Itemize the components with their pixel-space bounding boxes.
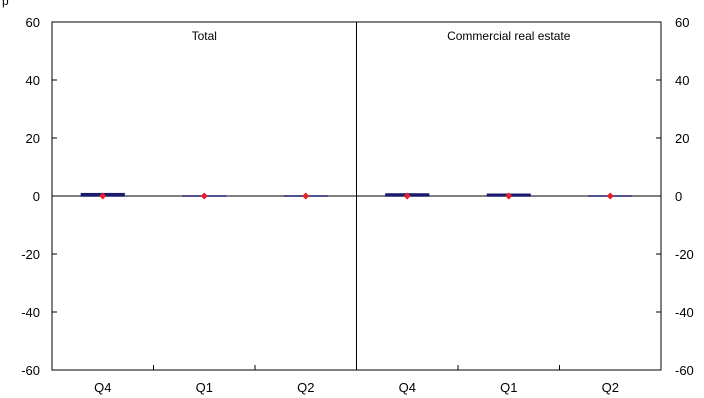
y-tick-label-right: -60 — [675, 363, 694, 378]
y-tick-label-left: -60 — [21, 363, 40, 378]
y-tick-label-left: -40 — [21, 305, 40, 320]
y-tick-label-right: 40 — [675, 73, 689, 88]
y-tick-label-right: 60 — [675, 15, 689, 30]
panel-title: Commercial real estate — [447, 29, 571, 43]
y-tick-label-left: 20 — [26, 131, 40, 146]
marker-point — [99, 192, 107, 200]
x-tick-label: Q2 — [297, 380, 314, 395]
zero-line-group — [52, 22, 661, 370]
x-tick-label: Q4 — [94, 380, 111, 395]
x-tick-label: Q1 — [196, 380, 213, 395]
y-tick-label-left: -20 — [21, 247, 40, 262]
marker-point — [606, 192, 614, 200]
y-tick-label-left: 60 — [26, 15, 40, 30]
clipped-header-text: p — [2, 0, 9, 8]
y-tick-labels: 60 60 40 40 20 20 0 0 -20 -20 -40 -40 -60 -60 — [21, 15, 694, 378]
x-tick-label: Q2 — [602, 380, 619, 395]
marker-point — [200, 192, 208, 200]
panel-titles: Total Commercial real estate — [192, 29, 571, 43]
y-tick-label-left: 0 — [33, 189, 40, 204]
y-tick-label-right: -20 — [675, 247, 694, 262]
x-tick-labels: Q4 Q1 Q2 Q4 Q1 Q2 — [94, 380, 619, 395]
y-tick-label-right: -40 — [675, 305, 694, 320]
x-tick-label: Q4 — [399, 380, 416, 395]
marker-series — [99, 192, 614, 200]
y-tick-label-right: 20 — [675, 131, 689, 146]
marker-point — [302, 192, 310, 200]
y-tick-label-left: 40 — [26, 73, 40, 88]
marker-point — [403, 192, 411, 200]
x-tick-label: Q1 — [500, 380, 517, 395]
y-tick-label-right: 0 — [675, 189, 682, 204]
panel-title: Total — [192, 29, 217, 43]
marker-point — [505, 192, 513, 200]
tick-marks — [52, 21, 661, 371]
